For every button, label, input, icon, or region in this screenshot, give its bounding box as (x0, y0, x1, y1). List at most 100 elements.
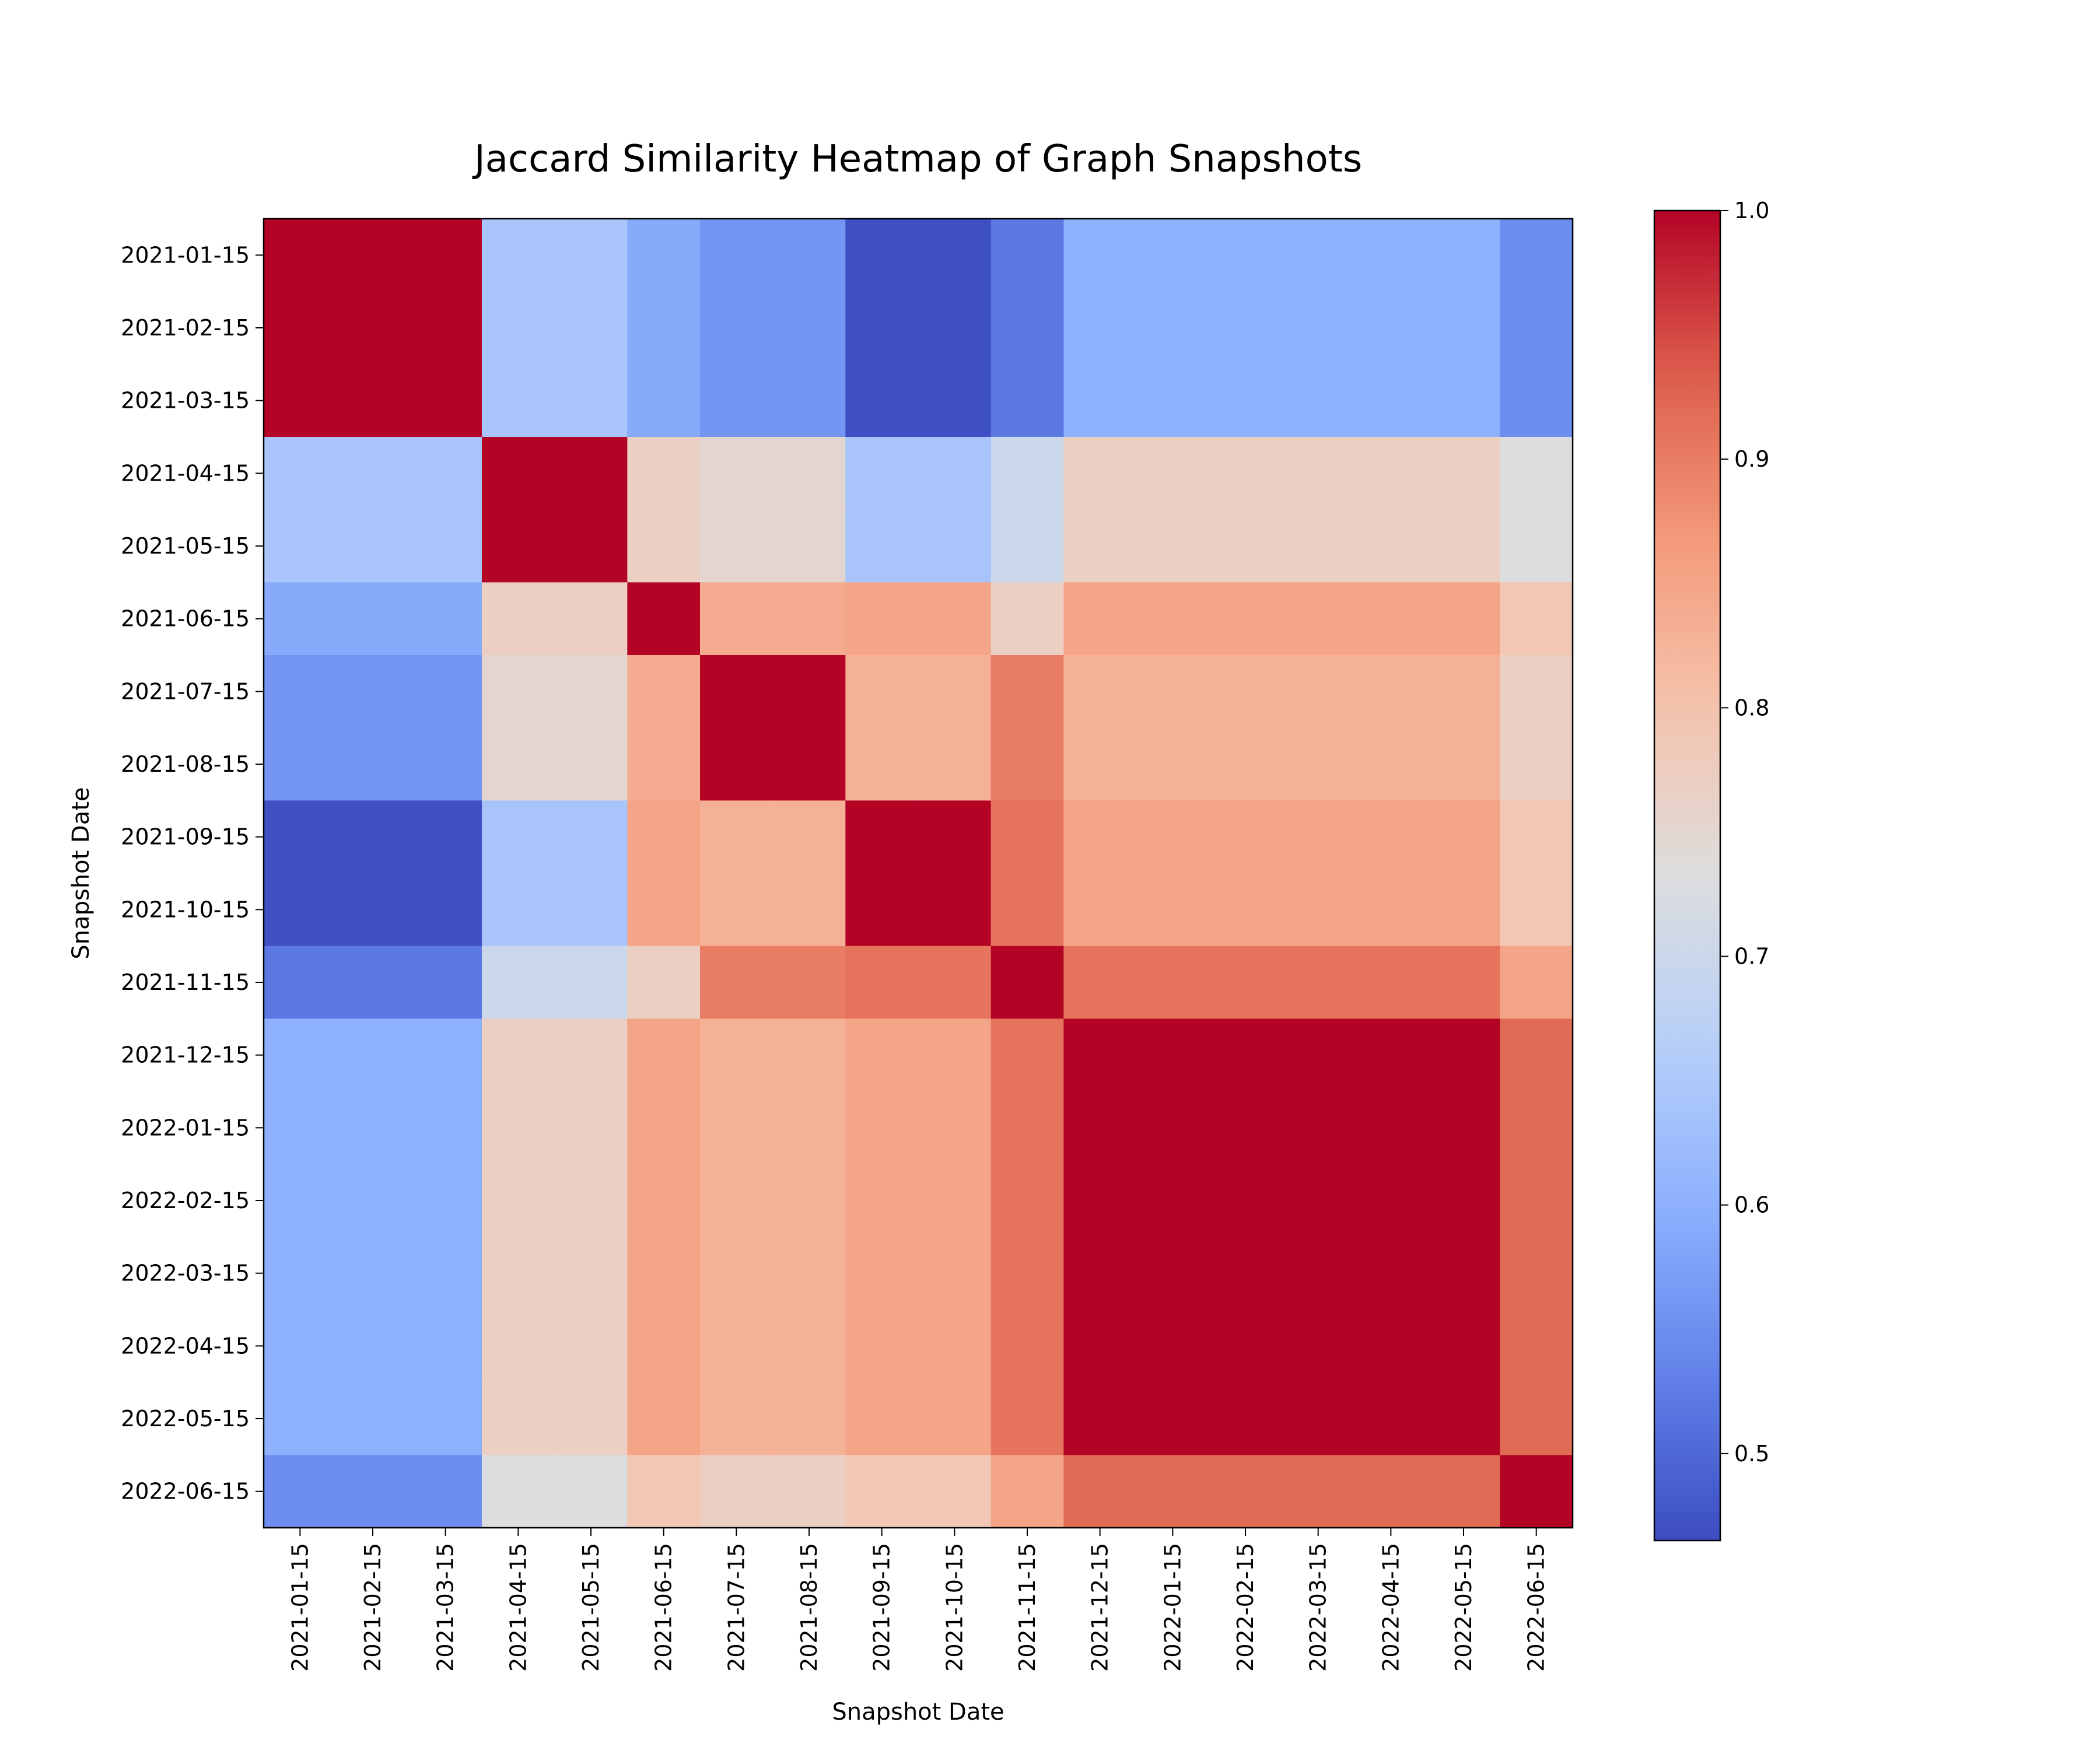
heatmap-cell (627, 800, 701, 874)
heatmap-cell (482, 800, 555, 874)
y-tick-labels: 2021-01-15 2021-02-15 2021-03-15 2021-04-15… (121, 242, 264, 1504)
heatmap-cell (772, 800, 846, 874)
heatmap-cell (700, 1310, 774, 1383)
heatmap-cell (1354, 727, 1428, 801)
heatmap-cell (1209, 291, 1282, 365)
heatmap-cell (1354, 1237, 1428, 1310)
heatmap-cell (1136, 219, 1210, 292)
heatmap-cell (700, 582, 774, 656)
heatmap-cell (264, 727, 337, 801)
heatmap-cell (1282, 873, 1355, 947)
heatmap-cell (700, 1237, 774, 1310)
heatmap-cell (1063, 946, 1137, 1019)
heatmap-cell (918, 1091, 992, 1165)
heatmap-cell (1209, 800, 1282, 874)
heatmap-cell (554, 1382, 628, 1455)
heatmap-cell (264, 437, 337, 510)
heatmap-cell (918, 1164, 992, 1237)
heatmap-cell (845, 655, 919, 729)
heatmap-cell (1209, 219, 1282, 292)
heatmap-cell (1136, 873, 1210, 947)
heatmap-cell (1427, 655, 1500, 729)
heatmap-cell (1136, 509, 1210, 583)
heatmap-cell (1500, 437, 1573, 510)
heatmap-cell (482, 509, 555, 583)
heatmap-cell (264, 1091, 337, 1165)
heatmap-cell (627, 1091, 701, 1165)
heatmap-cell (1282, 655, 1355, 729)
heatmap-cell (264, 800, 337, 874)
colorbar-ticks: 0.5 0.6 0.7 0.8 0.9 1.0 (1720, 198, 1769, 1466)
heatmap-cell (1282, 1310, 1355, 1383)
heatmap-cell (1063, 655, 1137, 729)
heatmap-cell (1427, 219, 1500, 292)
heatmap-cell (1427, 727, 1500, 801)
heatmap-cell (1282, 1455, 1355, 1528)
heatmap-cell (1282, 364, 1355, 438)
y-tick-label: 2022-03-15 (121, 1261, 250, 1286)
heatmap-cell (1136, 1382, 1210, 1455)
heatmap-cells (264, 219, 1573, 1528)
heatmap-cell (1354, 1019, 1428, 1092)
heatmap-cell (554, 291, 628, 365)
heatmap-cell (1427, 364, 1500, 438)
heatmap-cell (627, 582, 701, 656)
heatmap-cell (482, 873, 555, 947)
heatmap-cell (554, 800, 628, 874)
heatmap-cell (1136, 655, 1210, 729)
heatmap-cell (918, 1310, 992, 1383)
heatmap-cell (772, 1019, 846, 1092)
y-tick-label: 2021-06-15 (121, 606, 250, 632)
heatmap-cell (1500, 291, 1573, 365)
heatmap-cell (772, 1382, 846, 1455)
heatmap-cell (772, 219, 846, 292)
heatmap-cell (991, 1455, 1064, 1528)
heatmap-cell (627, 655, 701, 729)
heatmap-cell (1136, 437, 1210, 510)
heatmap-cell (918, 727, 992, 801)
heatmap-cell (991, 1382, 1064, 1455)
x-tick-label: 2022-01-15 (1160, 1543, 1185, 1672)
heatmap-cell (627, 727, 701, 801)
heatmap-cell (1282, 1091, 1355, 1165)
heatmap-cell (336, 364, 410, 438)
heatmap-cell (1136, 1237, 1210, 1310)
heatmap-cell (918, 364, 992, 438)
heatmap-cell (845, 509, 919, 583)
heatmap-cell (772, 437, 846, 510)
heatmap-cell (409, 509, 482, 583)
heatmap-cell (264, 1237, 337, 1310)
heatmap-cell (336, 437, 410, 510)
heatmap-cell (1427, 509, 1500, 583)
heatmap-cell (336, 291, 410, 365)
heatmap-cell (772, 1455, 846, 1528)
heatmap-cell (1209, 873, 1282, 947)
heatmap-cell (627, 219, 701, 292)
heatmap-cell (700, 437, 774, 510)
heatmap-cell (627, 509, 701, 583)
heatmap-cell (1063, 727, 1137, 801)
heatmap-cell (1063, 1019, 1137, 1092)
heatmap-cell (700, 1091, 774, 1165)
heatmap-cell (409, 1019, 482, 1092)
heatmap-cell (1209, 1237, 1282, 1310)
heatmap-cell (1063, 1091, 1137, 1165)
heatmap-cell (1136, 1455, 1210, 1528)
heatmap-cell (264, 1164, 337, 1237)
heatmap-cell (482, 437, 555, 510)
y-tick-label: 2021-08-15 (121, 751, 250, 777)
heatmap-cell (627, 946, 701, 1019)
heatmap-cell (1136, 800, 1210, 874)
heatmap-cell (918, 1237, 992, 1310)
heatmap-cell (482, 1310, 555, 1383)
heatmap-cell (409, 946, 482, 1019)
x-tick-label: 2021-03-15 (433, 1543, 459, 1672)
heatmap-cell (845, 727, 919, 801)
heatmap-cell (482, 1455, 555, 1528)
heatmap-cell (1282, 727, 1355, 801)
heatmap-cell (845, 1310, 919, 1383)
heatmap-cell (991, 364, 1064, 438)
y-tick-label: 2022-04-15 (121, 1333, 250, 1359)
heatmap-cell (700, 873, 774, 947)
heatmap-cell (482, 219, 555, 292)
